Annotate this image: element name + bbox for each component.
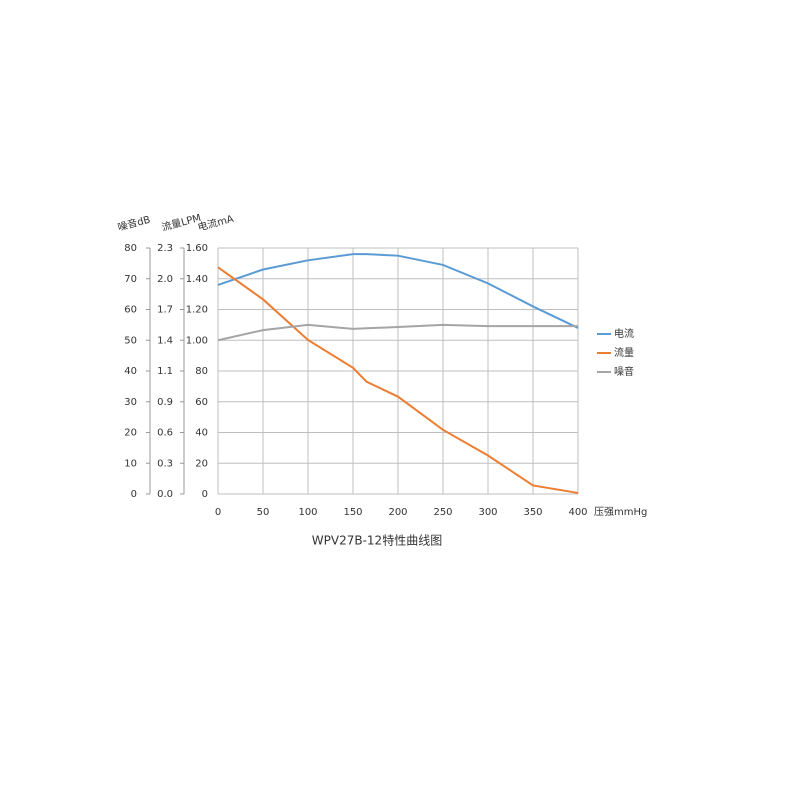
- x-tick-label: 200: [388, 507, 407, 518]
- x-tick-label: 100: [298, 507, 317, 518]
- y-tick-label: 20: [195, 458, 208, 469]
- x-tick-label: 50: [257, 507, 270, 518]
- y-tick-label: 1.60: [186, 243, 208, 254]
- x-tick-label: 400: [568, 507, 587, 518]
- y-tick-label: 40: [195, 428, 208, 439]
- y3-axis-title: 噪音dB: [116, 213, 152, 234]
- y2-tick-label: 0.6: [157, 428, 173, 439]
- legend-label: 噪音: [614, 365, 634, 378]
- data-line: [217, 323, 578, 342]
- y2-tick-label: 0.0: [157, 489, 173, 500]
- y2-axis-title: 流量LPM: [160, 211, 202, 234]
- data-line: [217, 266, 579, 494]
- y2-tick-label: 1.7: [157, 305, 173, 316]
- y3-tick-label: 30: [124, 397, 137, 408]
- x-tick-label: 350: [523, 507, 542, 518]
- data-line: [217, 253, 579, 329]
- x-tick-label: 150: [343, 507, 362, 518]
- x-axis-title: 压强mmHg: [594, 506, 647, 518]
- y-tick-label: 0: [202, 489, 208, 500]
- y2-tick-label: 1.1: [157, 366, 173, 377]
- y-tick-label: 1.00: [186, 335, 208, 346]
- x-tick-label: 250: [433, 507, 452, 518]
- y-tick-label: 60: [195, 397, 208, 408]
- y3-tick-label: 20: [124, 428, 137, 439]
- y3-tick-label: 60: [124, 305, 137, 316]
- legend-label: 流量: [614, 346, 634, 359]
- x-tick-label: 0: [215, 507, 221, 518]
- y2-tick-label: 1.4: [157, 335, 173, 346]
- y-tick-label: 1.20: [186, 305, 208, 316]
- y2-tick-label: 2.3: [157, 243, 173, 254]
- y3-tick-label: 70: [124, 274, 137, 285]
- y3-tick-label: 50: [124, 335, 137, 346]
- y3-tick-label: 40: [124, 366, 137, 377]
- y2-tick-label: 0.3: [157, 458, 173, 469]
- y-tick-label: 80: [195, 366, 208, 377]
- legend-label: 电流: [614, 327, 634, 340]
- y3-tick-label: 80: [124, 243, 137, 254]
- x-tick-label: 300: [478, 507, 497, 518]
- y-tick-label: 1.40: [186, 274, 208, 285]
- y2-tick-label: 0.9: [157, 397, 173, 408]
- chart-title: WPV27B-12特性曲线图: [312, 533, 442, 548]
- y3-tick-label: 0: [131, 489, 137, 500]
- y3-tick-label: 10: [124, 458, 137, 469]
- y2-tick-label: 2.0: [157, 274, 173, 285]
